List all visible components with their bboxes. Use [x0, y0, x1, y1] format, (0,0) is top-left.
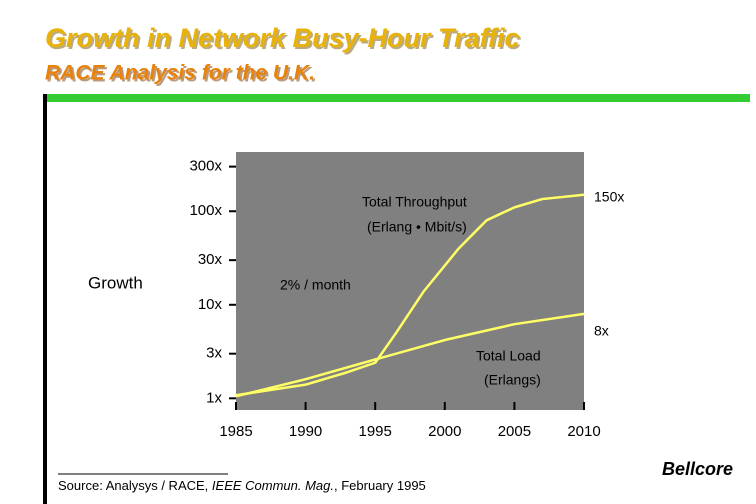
- y-tick-label: 10x: [198, 296, 223, 313]
- x-tick-label: 1985: [219, 423, 252, 440]
- source-part: Source: Analysys / RACE,: [58, 478, 212, 493]
- annotation: 8x: [594, 323, 609, 339]
- y-tick-label: 3x: [206, 345, 222, 362]
- annotation: Total Load: [476, 348, 541, 364]
- plot-area: [236, 152, 584, 410]
- series-line: [235, 312, 585, 398]
- annotation: (Erlangs): [484, 372, 541, 388]
- green-bar: [45, 94, 750, 102]
- logo: Bellcore: [662, 459, 733, 479]
- title-shadow: Growth in Network Busy-Hour Traffic: [47, 25, 522, 55]
- y-tick-label: 100x: [189, 202, 222, 219]
- series-line: [235, 193, 585, 397]
- annotation: (Erlang • Mbit/s): [367, 219, 467, 235]
- y-tick-label: 300x: [189, 158, 222, 175]
- chart-subtitle: RACE Analysis for the U.K.: [45, 62, 315, 85]
- annotation: Total Throughput: [362, 194, 467, 210]
- chart-title: Growth in Network Busy-Hour Traffic: [45, 23, 520, 53]
- source: Source: Analysys / RACE, IEEE Commun. Ma…: [58, 478, 426, 493]
- x-tick-label: 2005: [498, 423, 531, 440]
- source-part: , February 1995: [334, 478, 426, 493]
- x-tick-label: 2000: [428, 423, 461, 440]
- annotation: 2% / month: [280, 277, 351, 293]
- y-axis-label: Growth: [88, 273, 143, 292]
- y-tick-label: 1x: [206, 389, 222, 406]
- x-tick-label: 2010: [567, 423, 600, 440]
- source-part: IEEE Commun. Mag.: [212, 478, 334, 493]
- left-rule: [43, 94, 47, 504]
- x-tick-label: 1995: [359, 423, 392, 440]
- x-tick-label: 1990: [289, 423, 322, 440]
- annotation: 150x: [594, 189, 624, 205]
- y-tick-label: 30x: [198, 251, 223, 268]
- subtitle-shadow: RACE Analysis for the U.K.: [47, 64, 317, 87]
